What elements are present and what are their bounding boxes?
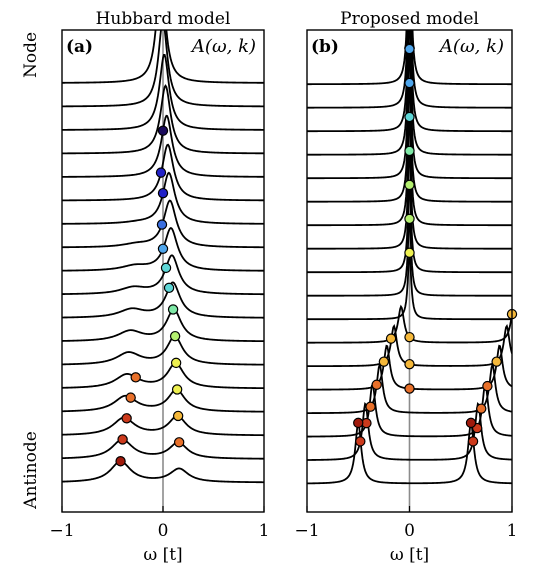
side-label-antinode: Antinode <box>21 431 41 510</box>
panel-tag: (b) <box>311 37 339 57</box>
spectrum-curve <box>307 30 512 156</box>
peak-marker <box>404 247 415 258</box>
peak-marker <box>125 392 136 403</box>
peak-marker <box>156 219 168 230</box>
peak-marker <box>171 384 183 395</box>
spectrum-curve <box>62 254 264 296</box>
spectral-function-annotation: A(ω, k) <box>438 36 504 57</box>
peak-marker <box>155 167 167 178</box>
spectra <box>62 30 264 484</box>
panel-title: Proposed model <box>340 9 479 29</box>
peak-marker <box>172 410 184 422</box>
x-tick-label: 1 <box>507 521 518 541</box>
spectrum-curve <box>307 402 512 461</box>
peak-marker <box>404 358 415 370</box>
peak-marker <box>121 413 132 424</box>
spectrum-curve <box>307 30 512 133</box>
panel-a: −1 0 1 ω [t] Hubbard model(a) A(ω, k) <box>49 9 270 565</box>
peak-marker <box>365 401 376 412</box>
spectrum-curve <box>62 143 264 202</box>
spectrum-curve <box>62 335 264 366</box>
spectrum-curve <box>62 438 264 460</box>
peak-marker <box>404 111 415 123</box>
peak-marker <box>467 436 479 447</box>
x-tick-label: 0 <box>158 521 169 541</box>
panel-title: Hubbard model <box>96 9 231 29</box>
spectrum-curve <box>62 460 264 484</box>
peak-marker <box>160 262 172 274</box>
x-tick-label: 1 <box>259 521 270 541</box>
spectrum-curve <box>62 361 264 390</box>
spectrum-curve <box>62 30 264 108</box>
spectrum-curve <box>62 84 264 155</box>
spectrum-curve <box>62 388 264 413</box>
peak-marker <box>169 330 181 342</box>
peak-markers <box>353 42 518 447</box>
side-labels: Node Antinode <box>21 32 41 510</box>
peak-marker <box>404 77 415 89</box>
x-axis-label: ω [t] <box>390 545 429 565</box>
x-tick-label: −1 <box>294 521 319 541</box>
peak-marker <box>404 331 415 343</box>
side-label-node: Node <box>21 32 41 78</box>
peak-marker <box>157 187 169 199</box>
peak-marker <box>404 213 415 225</box>
spectrum-curve <box>307 30 512 86</box>
spectrum-curve <box>62 30 264 84</box>
peak-marker <box>378 356 390 367</box>
panel-tag: (a) <box>66 37 93 57</box>
peak-marker <box>385 333 397 344</box>
peak-marker <box>115 456 126 467</box>
spectrum-curve <box>62 414 264 437</box>
peak-markers <box>115 125 185 467</box>
peak-marker <box>465 417 477 429</box>
spectrum-curve <box>62 308 264 343</box>
peak-marker <box>167 304 179 315</box>
peak-marker <box>163 282 175 294</box>
peak-marker <box>157 243 169 255</box>
peak-marker <box>170 357 182 369</box>
peak-marker <box>482 380 493 392</box>
peak-marker <box>404 179 415 191</box>
peak-marker <box>371 379 382 390</box>
peak-marker <box>157 125 169 136</box>
peak-marker <box>476 403 487 414</box>
peak-marker <box>491 356 502 367</box>
peak-marker <box>353 417 364 429</box>
peak-marker <box>355 436 366 447</box>
panel-b: −1 0 1 ω [t] Proposed model(b) A(ω, k) <box>294 9 518 565</box>
spectrum-curve <box>62 54 264 131</box>
spectrum-curve <box>307 30 512 109</box>
peak-marker <box>117 434 128 445</box>
x-axis-label: ω [t] <box>143 545 182 565</box>
spectrum-curve <box>62 281 264 319</box>
peak-marker <box>404 145 415 157</box>
x-tick-label: 0 <box>404 521 415 541</box>
spectrum-curve <box>307 419 512 485</box>
peak-marker <box>130 372 141 383</box>
peak-marker <box>404 383 415 394</box>
peak-marker <box>404 43 415 55</box>
x-tick-label: −1 <box>49 521 74 541</box>
peak-marker <box>173 437 185 448</box>
spectral-function-annotation: A(ω, k) <box>190 36 256 57</box>
